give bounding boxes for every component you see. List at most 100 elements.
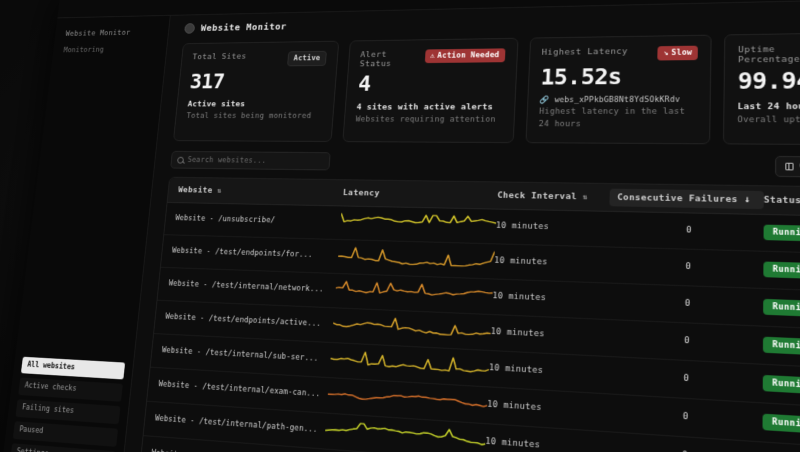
- cell-status: Running: [762, 337, 800, 359]
- cell-website[interactable]: Website - /test/endpoints/for...: [171, 246, 313, 260]
- cell-consecutive-failures: 0: [610, 446, 763, 452]
- status-badge: Running: [763, 224, 800, 242]
- status-badge: Running: [762, 414, 800, 435]
- cell-website[interactable]: Website - /test/internal/network...: [168, 279, 324, 295]
- latency-sparkline: [327, 383, 488, 418]
- cell-consecutive-failures: 0: [682, 412, 689, 423]
- search-input[interactable]: Search websites...: [170, 151, 331, 171]
- status-badge: Running: [762, 337, 800, 356]
- cell-website[interactable]: Website - /test/internal/path-gen...: [154, 414, 318, 436]
- sidebar-item-paused[interactable]: Paused: [12, 421, 119, 447]
- cell-latency: [327, 383, 488, 418]
- trend-down-icon: ↘: [663, 48, 669, 58]
- card-alert-status-badge-label: Action Needed: [437, 51, 500, 61]
- cell-latency: [340, 211, 497, 238]
- cell-consecutive-failures: 0: [686, 226, 692, 236]
- sidebar-item-active-checks[interactable]: Active checks: [18, 377, 123, 403]
- latency-sparkline: [337, 245, 494, 274]
- card-uptime-percentage: Uptime Percentage On Target 99.94% Last …: [723, 31, 800, 146]
- card-total-sites-sub: Total sites being monitored: [186, 111, 312, 121]
- card-highest-latency-badge: ↘ Slow: [657, 45, 699, 61]
- sort-icon: ⇅: [217, 186, 222, 195]
- card-total-sites-badge: Active: [287, 50, 327, 67]
- sidebar-heading: Website Monitor: [65, 29, 131, 39]
- latency-sparkline: [335, 279, 493, 309]
- sidebar-subheading: Monitoring: [63, 45, 105, 55]
- websites-table: Website ⇅ Latency Check Interval ⇅: [135, 176, 800, 452]
- column-header-latency[interactable]: Latency: [343, 188, 498, 200]
- cell-website[interactable]: Website - /test/internal/sub-ser...: [161, 346, 319, 364]
- column-header-check-interval-label: Check Interval: [497, 190, 578, 202]
- cell-consecutive-failures: 0: [685, 262, 691, 273]
- card-highest-latency-badge-label: Slow: [671, 48, 693, 58]
- main-panel: Website Monitor Total Sites Active 317 A…: [119, 0, 800, 452]
- card-uptime-percentage-foot: Last 24 hours: [737, 101, 800, 112]
- cell-status: Running: [763, 224, 800, 244]
- card-alert-status-label: Alert Status: [359, 50, 392, 69]
- card-highest-latency-value: 15.52s: [540, 63, 622, 90]
- sidebar-item-all-websites[interactable]: All websites: [20, 356, 126, 380]
- cell-check-interval: 10 minutes: [488, 363, 544, 377]
- card-total-sites-foot: Active sites: [187, 99, 246, 109]
- cell-status: Running: [762, 375, 800, 399]
- search-placeholder: Search websites...: [187, 155, 267, 166]
- cell-latency: [324, 419, 486, 452]
- card-alert-status-badge: ⚠ Action Needed: [424, 48, 506, 64]
- status-badge: Running: [763, 261, 800, 280]
- customize-columns-button[interactable]: Customize Columns: [774, 155, 800, 179]
- card-total-sites: Total Sites Active 317 Active sites Tota…: [173, 40, 340, 142]
- table-body: Website - /unsubscribe/10 minutes 0 Runnin…: [136, 202, 800, 452]
- column-header-status[interactable]: Status ⇅: [764, 195, 800, 208]
- column-header-consecutive-failures-label: Consecutive Failures: [617, 192, 738, 205]
- column-header-website[interactable]: Website ⇅: [178, 185, 343, 197]
- cell-website[interactable]: Website - /test/internal/exam-can...: [158, 380, 321, 400]
- card-highest-latency: Highest Latency ↘ Slow 15.52s 🔗 webs_xPP…: [525, 34, 712, 145]
- columns-icon: [785, 162, 794, 171]
- card-total-sites-label: Total Sites: [192, 52, 247, 62]
- card-alert-status-foot: 4 sites with active alerts: [356, 102, 494, 113]
- card-uptime-percentage-label: Uptime Percentage: [737, 44, 800, 66]
- cell-status: Running: [762, 414, 800, 439]
- cell-check-interval: 10 minutes: [490, 327, 545, 340]
- status-badge: Running: [763, 299, 800, 318]
- card-highest-latency-sub: Highest latency in the last 24 hours: [538, 107, 686, 129]
- card-highest-latency-label: Highest Latency: [541, 46, 629, 58]
- sidebar-spacer: [24, 62, 158, 358]
- latency-sparkline: [340, 211, 497, 238]
- column-header-check-interval[interactable]: Check Interval ⇅: [497, 190, 617, 202]
- latency-sparkline: [332, 313, 491, 345]
- card-alert-status-top: Alert Status ⚠ Action Needed: [359, 48, 506, 69]
- sort-desc-icon: ↓: [743, 194, 751, 205]
- card-highest-latency-site-id-text: webs_xPPkbGB8Nt8YdSOkKRdv: [554, 95, 681, 105]
- cell-status: Running: [763, 261, 800, 282]
- card-highest-latency-site-id: 🔗 webs_xPPkbGB8Nt8YdSOkKRdv: [540, 95, 698, 104]
- card-highest-latency-top: Highest Latency ↘ Slow: [541, 45, 699, 62]
- cell-check-interval: 10 minutes: [492, 291, 547, 304]
- latency-sparkline: [330, 348, 490, 381]
- cell-website[interactable]: Website - /test/endpoints/active...: [164, 312, 322, 329]
- card-uptime-percentage-value: 99.94%: [737, 66, 800, 95]
- cell-consecutive-failures: 0: [684, 299, 691, 310]
- cell-latency: [337, 245, 494, 274]
- latency-sparkline: [324, 419, 486, 452]
- status-badge: Running: [762, 375, 800, 395]
- column-header-status-label: Status: [763, 194, 800, 206]
- warning-icon: ⚠: [429, 51, 436, 61]
- card-uptime-percentage-top: Uptime Percentage On Target: [738, 43, 800, 65]
- cell-latency: [330, 348, 490, 381]
- cell-check-interval: 10 minutes: [495, 221, 550, 233]
- sidebar-item-failing-sites[interactable]: Failing sites: [15, 399, 121, 425]
- cell-website[interactable]: Website - /unsubscribe/: [174, 214, 276, 226]
- cell-consecutive-failures: 0: [683, 374, 690, 385]
- card-alert-status: Alert Status ⚠ Action Needed 4 4 sites w…: [342, 37, 519, 143]
- cell-consecutive-failures: 0: [684, 336, 690, 347]
- column-header-website-label: Website: [177, 185, 213, 196]
- column-header-consecutive-failures[interactable]: Consecutive Failures ↓: [609, 188, 764, 210]
- cell-check-interval: 10 minutes: [485, 437, 541, 451]
- cell-check-interval: 10 minutes: [493, 256, 548, 268]
- cell-latency: [332, 313, 491, 345]
- search-icon: [177, 156, 185, 164]
